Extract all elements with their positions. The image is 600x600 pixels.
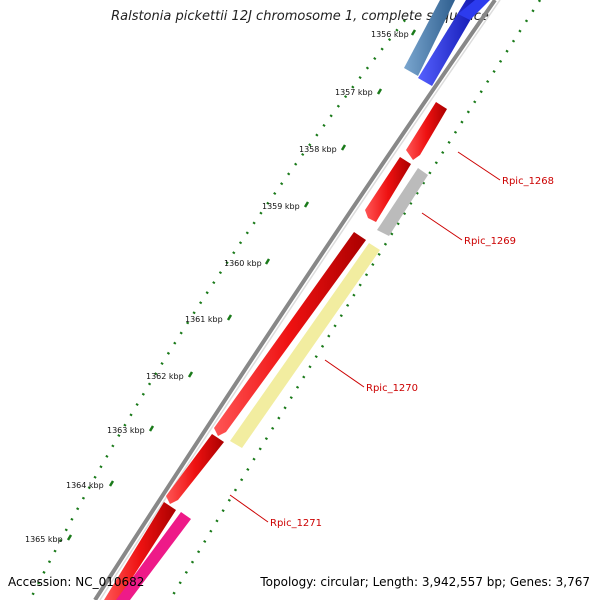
tick-label: 1359 kbp [262,202,300,211]
map-title: Ralstonia pickettii 12J chromosome 1, co… [111,9,489,24]
leader-rpic-1268 [457,151,501,181]
tick-mark [264,258,271,265]
feature-rpic-1268 [406,102,447,160]
tick-label: 1363 kbp [107,426,145,435]
feature-steelblue [404,0,455,76]
tick-mark [376,88,383,95]
outer-tick-ruler [28,19,406,600]
chromosome-backbone-highlight [99,0,501,600]
leader-rpic-1270 [324,359,365,388]
chromosome-backbone [93,0,497,600]
tick-mark [148,425,155,432]
topology-summary: Topology: circular; Length: 3,942,557 bp… [260,575,590,589]
tick-mark [66,534,73,541]
feature-blue-stripe [458,0,490,20]
gene-label-rpic-1268: Rpic_1268 [502,176,554,187]
tick-mark [340,144,347,151]
tick-label: 1356 kbp [371,30,409,39]
tick-label: 1358 kbp [299,145,337,154]
leader-rpic-1269 [421,212,463,241]
accession-label: Accession: NC_010682 [8,575,145,589]
tick-label: 1362 kbp [146,372,184,381]
tick-label: 1360 kbp [224,259,262,268]
tick-label: 1364 kbp [66,481,104,490]
gene-label-rpic-1271: Rpic_1271 [270,518,322,529]
feature-pink [116,512,191,600]
tick-mark [303,201,310,208]
tick-mark [187,371,194,378]
tick-mark [226,314,233,321]
feature-rpic-1271 [166,434,224,504]
feature-red-lower [104,502,176,600]
tick-labels: 1356 kbp 1357 kbp 1358 kbp 1359 kbp 1360 kbp… [25,29,417,544]
tick-label: 1365 kbp [25,535,63,544]
gene-label-rpic-1270: Rpic_1270 [366,383,418,394]
feature-rpic-1270-outer [214,232,366,436]
feature-rpic-1270-inner [230,243,380,448]
feature-rpic-1269 [377,168,428,236]
tick-mark [108,480,115,487]
feature-red-upper [365,157,411,222]
tick-label: 1361 kbp [185,315,223,324]
gene-label-rpic-1269: Rpic_1269 [464,236,516,247]
tick-label: 1357 kbp [335,88,373,97]
tick-mark [410,29,417,36]
feature-blue [418,0,482,86]
leader-rpic-1271 [229,494,269,523]
